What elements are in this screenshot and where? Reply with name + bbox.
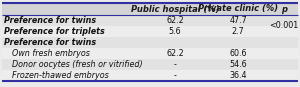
Bar [2,37,298,48]
Text: -: - [174,71,176,80]
Text: Preference for twins: Preference for twins [4,38,96,47]
Text: Preference for triplets: Preference for triplets [4,27,105,36]
Text: 60.6: 60.6 [229,49,247,58]
Text: 62.2: 62.2 [166,16,184,25]
Text: Public hospital (%): Public hospital (%) [131,5,219,13]
Text: <0.001: <0.001 [269,21,298,31]
Text: Own fresh embryos: Own fresh embryos [12,49,90,58]
Bar [2,15,298,26]
Bar [2,59,298,70]
Text: Preference for twins: Preference for twins [4,16,96,25]
Text: Frozen-thawed embryos: Frozen-thawed embryos [12,71,109,80]
Text: 62.2: 62.2 [166,49,184,58]
Text: p: p [281,5,287,13]
Text: 5.6: 5.6 [169,27,181,36]
Bar [2,3,298,15]
Bar [2,70,298,81]
Text: -: - [174,60,176,69]
Text: 47.7: 47.7 [229,16,247,25]
Bar [2,48,298,59]
Text: Donor oocytes (fresh or vitrified): Donor oocytes (fresh or vitrified) [12,60,142,69]
Text: 36.4: 36.4 [229,71,247,80]
Text: 2.7: 2.7 [232,27,244,36]
Text: 54.6: 54.6 [229,60,247,69]
Text: Private clinic (%): Private clinic (%) [198,5,278,13]
Bar [2,26,298,37]
